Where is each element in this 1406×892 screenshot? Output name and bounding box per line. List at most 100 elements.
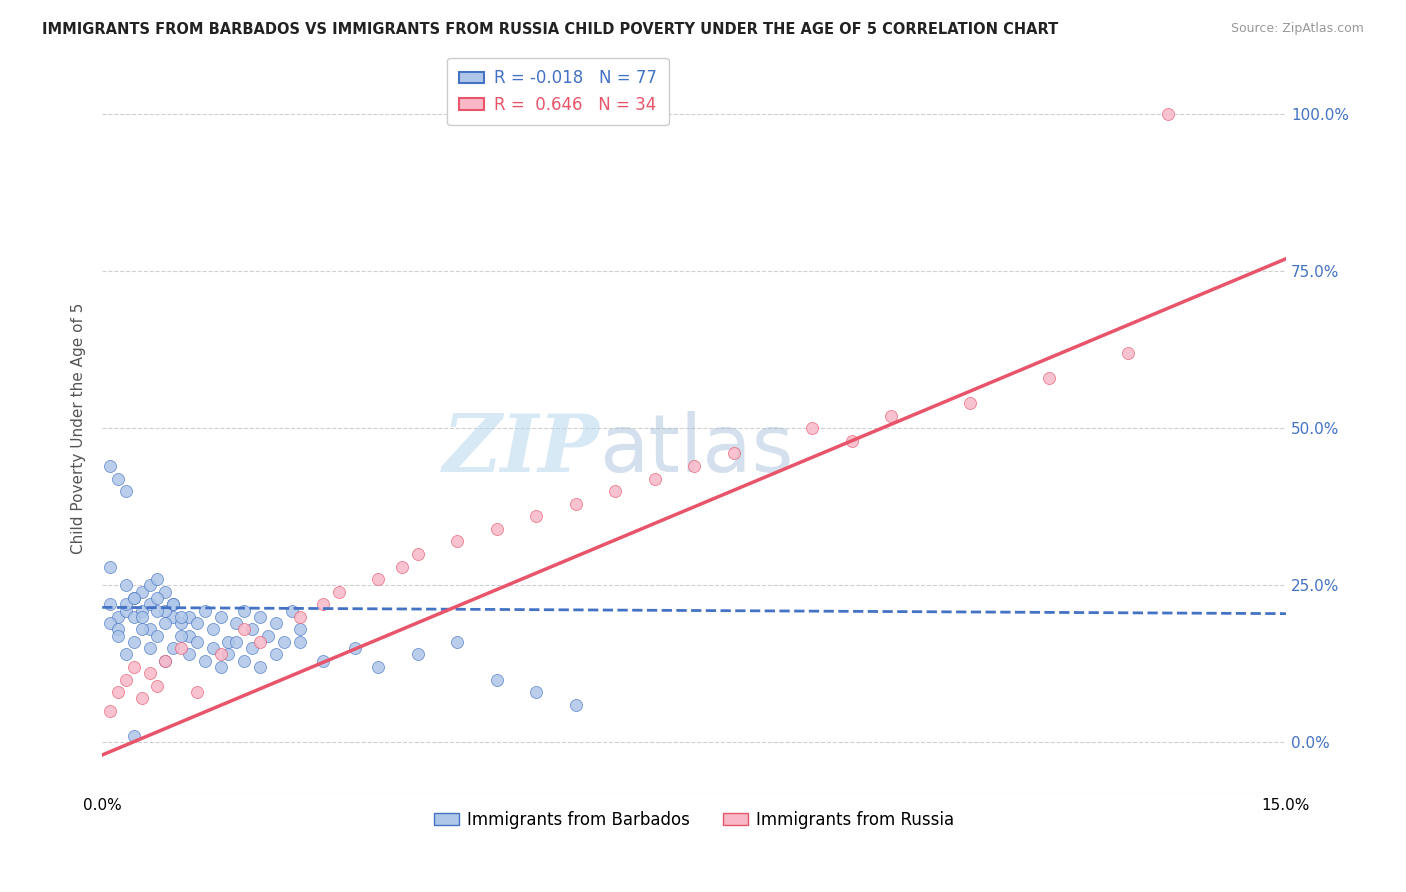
Point xyxy=(605,484,627,499)
Point xyxy=(564,698,586,712)
Point xyxy=(209,660,232,674)
Point xyxy=(131,623,153,637)
Point xyxy=(233,603,256,617)
Point xyxy=(249,635,271,649)
Point xyxy=(131,691,153,706)
Point xyxy=(138,578,160,592)
Point xyxy=(115,484,138,499)
Point xyxy=(138,666,160,681)
Text: ZIP: ZIP xyxy=(443,411,599,489)
Point xyxy=(367,660,389,674)
Point xyxy=(218,648,240,662)
Point xyxy=(146,603,169,617)
Point xyxy=(131,603,153,617)
Point xyxy=(249,660,271,674)
Point xyxy=(122,660,145,674)
Point xyxy=(122,591,145,605)
Point xyxy=(131,584,153,599)
Point xyxy=(194,603,217,617)
Point xyxy=(524,509,547,524)
Point xyxy=(233,623,256,637)
Point xyxy=(122,591,145,605)
Point xyxy=(406,547,429,561)
Point xyxy=(288,609,311,624)
Point xyxy=(107,609,129,624)
Point xyxy=(115,578,138,592)
Point xyxy=(264,616,287,631)
Point xyxy=(225,616,247,631)
Point xyxy=(131,609,153,624)
Point xyxy=(115,597,138,611)
Point xyxy=(122,609,145,624)
Point xyxy=(288,635,311,649)
Point xyxy=(146,629,169,643)
Point xyxy=(186,685,208,699)
Point xyxy=(406,648,429,662)
Point xyxy=(343,641,366,656)
Point xyxy=(146,591,169,605)
Point xyxy=(288,623,311,637)
Point xyxy=(524,685,547,699)
Point xyxy=(644,472,666,486)
Point xyxy=(162,641,184,656)
Point xyxy=(485,522,508,536)
Point xyxy=(328,584,350,599)
Point xyxy=(801,421,824,435)
Point xyxy=(391,559,413,574)
Point xyxy=(146,572,169,586)
Point xyxy=(194,654,217,668)
Point xyxy=(155,654,177,668)
Point xyxy=(218,635,240,649)
Point xyxy=(107,629,129,643)
Point xyxy=(170,609,193,624)
Point xyxy=(98,704,121,718)
Point xyxy=(240,623,263,637)
Point xyxy=(1038,371,1060,385)
Point xyxy=(723,446,745,460)
Text: atlas: atlas xyxy=(599,411,794,489)
Point xyxy=(122,729,145,743)
Point xyxy=(280,603,302,617)
Point xyxy=(107,472,129,486)
Point xyxy=(155,654,177,668)
Point xyxy=(233,654,256,668)
Point xyxy=(122,635,145,649)
Point xyxy=(367,572,389,586)
Point xyxy=(98,559,121,574)
Point xyxy=(170,616,193,631)
Point xyxy=(107,685,129,699)
Point xyxy=(155,584,177,599)
Point xyxy=(177,629,200,643)
Point xyxy=(1156,107,1178,121)
Point xyxy=(162,597,184,611)
Point xyxy=(146,679,169,693)
Point xyxy=(170,641,193,656)
Point xyxy=(1116,346,1139,360)
Point xyxy=(880,409,903,423)
Point xyxy=(446,534,468,549)
Legend: Immigrants from Barbados, Immigrants from Russia: Immigrants from Barbados, Immigrants fro… xyxy=(427,804,962,835)
Point xyxy=(186,616,208,631)
Point xyxy=(107,623,129,637)
Point xyxy=(186,635,208,649)
Point xyxy=(162,609,184,624)
Point xyxy=(683,458,706,473)
Point xyxy=(98,597,121,611)
Point xyxy=(312,654,335,668)
Point xyxy=(170,629,193,643)
Y-axis label: Child Poverty Under the Age of 5: Child Poverty Under the Age of 5 xyxy=(72,302,86,554)
Text: Source: ZipAtlas.com: Source: ZipAtlas.com xyxy=(1230,22,1364,36)
Point xyxy=(177,648,200,662)
Point xyxy=(249,609,271,624)
Point xyxy=(98,616,121,631)
Point xyxy=(209,648,232,662)
Point xyxy=(264,648,287,662)
Point xyxy=(485,673,508,687)
Point xyxy=(201,641,224,656)
Point xyxy=(177,609,200,624)
Point xyxy=(959,396,981,410)
Point xyxy=(201,623,224,637)
Point xyxy=(115,648,138,662)
Point xyxy=(225,635,247,649)
Point xyxy=(138,597,160,611)
